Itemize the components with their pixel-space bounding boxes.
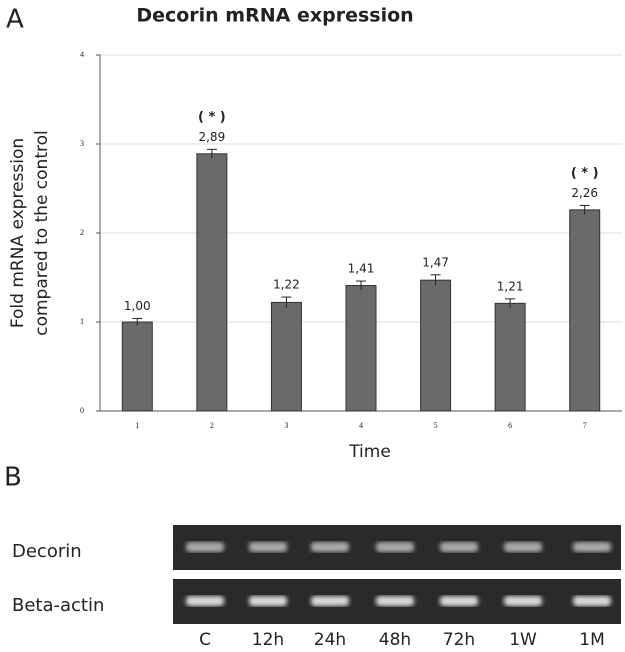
gel-band — [376, 542, 414, 552]
bar — [420, 279, 452, 412]
gel-band — [311, 596, 349, 606]
gel-band — [249, 542, 287, 552]
x-axis-label: Time — [348, 442, 391, 462]
gel-band — [440, 542, 478, 552]
lane-label: 72h — [443, 630, 475, 650]
y-tick-label: 2 — [80, 228, 84, 237]
gel-band — [186, 542, 224, 552]
lane-label: 24h — [314, 630, 346, 650]
panel-label: B — [4, 463, 22, 493]
y-tick-label: 1 — [80, 317, 84, 326]
bar — [196, 153, 228, 412]
gel-band — [249, 596, 287, 606]
y-tick-label: 4 — [80, 50, 84, 59]
y-axis-label: compared to the control — [32, 130, 52, 336]
x-tick-label: 7 — [583, 421, 587, 430]
x-tick-label: 6 — [508, 421, 512, 430]
gel-band — [573, 596, 611, 606]
x-tick-label: 2 — [210, 421, 214, 430]
value-label: 1,47 — [422, 255, 449, 269]
value-label: 1,41 — [348, 262, 375, 276]
x-tick-label: 5 — [434, 421, 438, 430]
gel-band — [573, 542, 611, 552]
bar — [270, 301, 302, 412]
bar — [121, 321, 153, 412]
x-tick-label: 1 — [135, 421, 139, 430]
value-label: 1,00 — [124, 299, 151, 313]
lane-label: 48h — [379, 630, 411, 650]
value-label: 2,89 — [198, 130, 225, 144]
gel-band — [186, 596, 224, 606]
value-label: 2,26 — [571, 186, 598, 200]
row-label: Beta-actin — [12, 595, 104, 616]
lane-label: 1M — [579, 630, 604, 650]
y-axis-label: Fold mRNA expression — [8, 138, 28, 328]
lane-label: 12h — [252, 630, 284, 650]
y-tick-label: 3 — [80, 139, 84, 148]
gel-band — [311, 542, 349, 552]
annotation: ( * ) — [198, 110, 226, 125]
lane-label: 1W — [509, 630, 537, 650]
lane-label: C — [199, 630, 211, 650]
gel-band — [504, 542, 542, 552]
value-label: 1,21 — [497, 279, 524, 293]
panel-label: A — [6, 5, 24, 35]
value-label: 1,22 — [273, 278, 300, 292]
chart-title: Decorin mRNA expression — [136, 5, 413, 27]
gel-band — [440, 596, 478, 606]
bar — [494, 302, 526, 412]
annotation: ( * ) — [571, 166, 599, 181]
gel-band — [376, 596, 414, 606]
bar — [569, 209, 601, 412]
bar — [345, 285, 377, 412]
y-tick-label: 0 — [80, 406, 84, 415]
x-tick-label: 3 — [284, 421, 288, 430]
row-label: Decorin — [12, 541, 82, 562]
x-tick-label: 4 — [359, 421, 363, 430]
gel-band — [504, 596, 542, 606]
